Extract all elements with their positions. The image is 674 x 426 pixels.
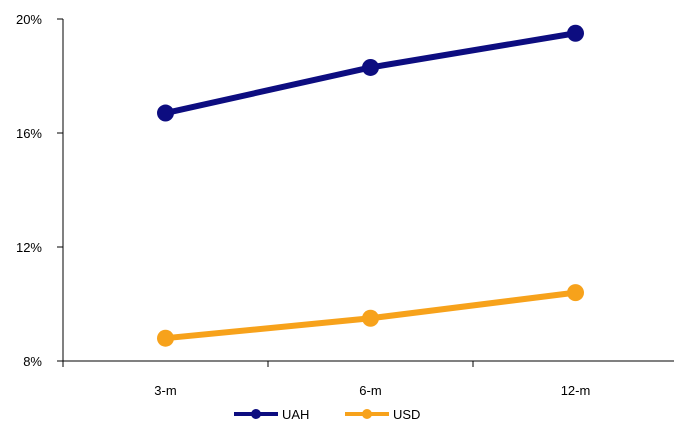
- data-point: [362, 58, 379, 76]
- legend-label: UAH: [282, 407, 309, 422]
- x-tick-label: 6-m: [359, 383, 381, 398]
- y-tick-label: 8%: [23, 354, 42, 369]
- legend-item: USD: [345, 407, 420, 422]
- legend-swatch-marker: [251, 409, 261, 419]
- data-point: [157, 104, 174, 122]
- legend-label: USD: [393, 407, 420, 422]
- legend-item: UAH: [234, 407, 309, 422]
- legend: UAH USD: [234, 407, 420, 422]
- y-tick-label: 16%: [16, 126, 42, 141]
- x-tick-label: 3-m: [154, 383, 176, 398]
- y-tick-label: 12%: [16, 240, 42, 255]
- y-tick-labels: 8% 12% 16% 20%: [16, 12, 42, 369]
- data-point: [567, 24, 584, 42]
- legend-swatch-marker: [362, 409, 372, 419]
- series-uah: [157, 24, 584, 122]
- x-tick-labels: 3-m 6-m 12-m: [154, 383, 590, 398]
- series-usd: [157, 284, 584, 347]
- y-tick-label: 20%: [16, 12, 42, 27]
- data-point: [157, 329, 174, 347]
- x-tick-label: 12-m: [561, 383, 591, 398]
- data-point: [567, 284, 584, 302]
- chart-axes: [57, 18, 674, 367]
- data-point: [362, 309, 379, 327]
- series-layer: [157, 24, 584, 347]
